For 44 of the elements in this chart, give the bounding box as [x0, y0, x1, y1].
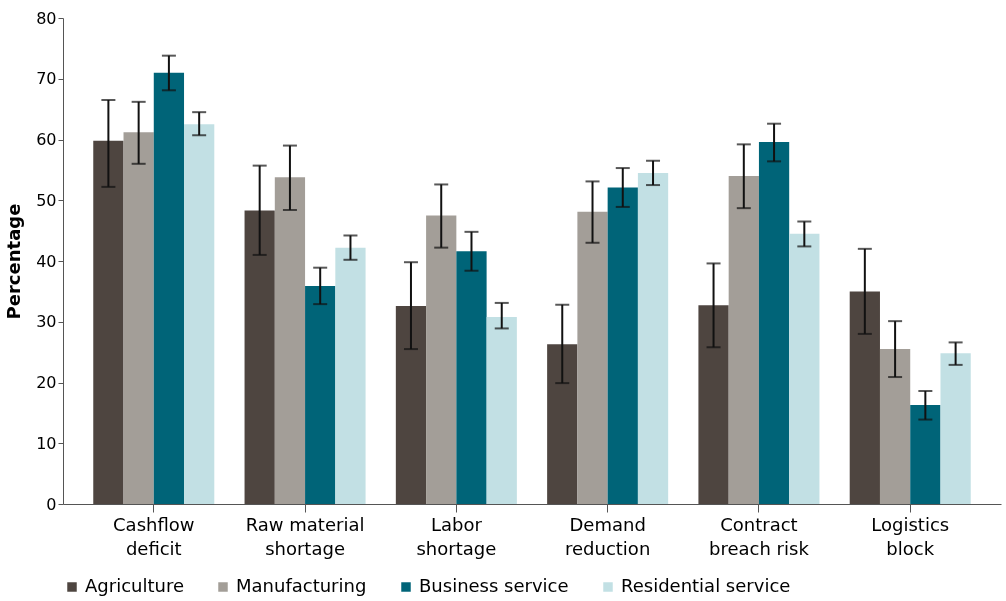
- bar: [486, 316, 517, 504]
- bar: [758, 141, 790, 504]
- y-tick-label: 70: [36, 69, 57, 89]
- x-tick-label: Contract breach risk: [709, 513, 810, 559]
- bar: [910, 404, 941, 504]
- bar: [426, 215, 457, 504]
- y-tick-label: 10: [36, 433, 57, 453]
- bar: [244, 210, 275, 504]
- bar: [789, 233, 820, 504]
- x-tick-label: Cashflow deficit: [113, 513, 195, 559]
- bar: [728, 175, 759, 504]
- bar: [547, 344, 578, 504]
- bar: [849, 291, 880, 504]
- bar: [456, 251, 487, 504]
- bar: [577, 211, 608, 504]
- y-tick-label: 30: [36, 312, 57, 332]
- legend-label: Residential service: [621, 575, 791, 596]
- bar: [123, 132, 154, 504]
- x-tick-label: Labor shortage: [416, 513, 497, 559]
- bar: [607, 187, 638, 504]
- x-tick-label: Logistics block: [871, 513, 950, 559]
- bar: [335, 247, 366, 504]
- legend-label: Business service: [419, 575, 569, 596]
- bar: [305, 285, 336, 504]
- bar: [93, 140, 124, 504]
- x-tick-label: Raw material shortage: [245, 513, 365, 559]
- y-tick-label: 80: [36, 8, 57, 28]
- legend-label: Agriculture: [85, 575, 184, 596]
- legend-label: Manufacturing: [236, 575, 367, 596]
- bar: [940, 353, 971, 504]
- y-axis-title: Percentage: [3, 203, 25, 320]
- bar: [698, 305, 729, 504]
- bar: [637, 172, 669, 504]
- y-tick-label: 0: [46, 494, 57, 514]
- y-tick-label: 20: [36, 373, 57, 392]
- y-tick-label: 50: [36, 190, 57, 210]
- bar: [153, 72, 185, 504]
- bar: [395, 305, 427, 504]
- x-tick-label: Demand reduction: [565, 513, 651, 559]
- bar: [879, 349, 911, 504]
- bar: [184, 124, 215, 504]
- y-tick-label: 60: [36, 130, 57, 149]
- y-tick-label: 40: [36, 251, 57, 271]
- bar: [274, 177, 306, 504]
